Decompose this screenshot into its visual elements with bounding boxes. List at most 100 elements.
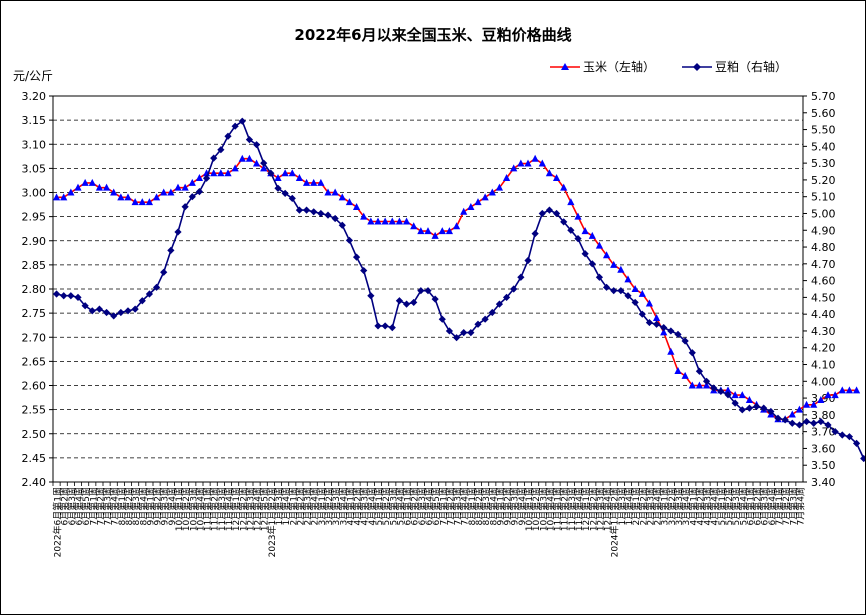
corn-data-point (324, 188, 332, 196)
x-tick-label: 12月第3周 (594, 487, 606, 531)
soymeal-data-point (767, 407, 775, 416)
x-tick-label: 9月第3周 (159, 487, 171, 525)
corn-data-point (795, 405, 804, 413)
soymeal-data-point (731, 399, 739, 407)
y-left-tick-label: 3.15 (22, 114, 47, 127)
corn-data-point (788, 410, 796, 418)
x-tick-label: 6月第3周 (66, 487, 78, 525)
soymeal-data-point (581, 250, 589, 258)
corn-data-point (667, 347, 675, 355)
corn-data-point (460, 207, 468, 215)
corn-data-point (838, 386, 846, 394)
soymeal-data-point (352, 253, 361, 261)
corn-data-point (524, 159, 532, 167)
y-left-tick-label: 2.85 (22, 259, 47, 272)
soymeal-data-point (588, 260, 596, 268)
corn-data-point (81, 178, 89, 186)
soymeal-data-point (845, 433, 854, 441)
soymeal-data-point (174, 228, 182, 236)
soymeal-data-point (574, 235, 582, 243)
corn-data-point (424, 227, 432, 235)
x-tick-label: 6月第3周 (759, 487, 771, 525)
corn-data-point (338, 193, 346, 201)
soymeal-data-point (488, 308, 496, 317)
corn-data-point (352, 202, 361, 210)
x-tick-label: 8月第4周 (137, 487, 149, 525)
soymeal-data-point (538, 209, 546, 218)
corn-data-point (410, 222, 418, 230)
x-tick-label: 2月第2周 (637, 487, 649, 525)
x-tick-label: 6月第2周 (752, 487, 764, 525)
soymeal-data-point (310, 208, 318, 216)
x-tick-label: 12月第2周 (587, 487, 599, 531)
x-tick-label: 1月第4周 (623, 487, 635, 525)
soymeal-data-point (702, 377, 711, 385)
x-tick-label: 12月第2周 (237, 487, 249, 531)
x-tick-label: 7月第2周 (94, 487, 106, 525)
corn-data-point (745, 395, 754, 403)
soymeal-data-point (238, 117, 246, 125)
soymeal-data-point (474, 320, 482, 328)
x-tick-label: 3月第1周 (659, 487, 671, 525)
corn-data-point (588, 231, 596, 239)
soymeal-data-point (81, 302, 89, 310)
soymeal-data-point (774, 414, 782, 422)
soymeal-data-point (502, 293, 511, 301)
soymeal-data-point (531, 230, 539, 238)
x-tick-label: 11月第3周 (216, 487, 228, 531)
corn-data-point (581, 227, 589, 235)
corn-data-point (52, 193, 61, 201)
corn-data-point (74, 183, 82, 191)
soymeal-data-point (638, 310, 646, 318)
soymeal-data-point (138, 297, 146, 305)
corn-data-point (624, 275, 632, 283)
series-layer (52, 117, 865, 463)
series-corn-line (56, 157, 857, 421)
x-tick-label: 7月第3周 (787, 487, 799, 525)
soymeal-data-point (624, 292, 632, 300)
y-left-ticks: 2.40 2.45 2.50 2.55 2.60 2.65 2.70 2.75 2.80 2.85… (22, 90, 53, 489)
x-tick-label: 4月第2周 (694, 487, 706, 525)
x-tick-label: 5月第3周 (387, 487, 399, 525)
x-tick-label: 11月第1周 (202, 487, 214, 531)
x-tick-label: 3月第3周 (330, 487, 342, 525)
soymeal-data-point (260, 159, 268, 167)
x-tick-label: 8月第3周 (480, 487, 492, 525)
soymeal-data-point (688, 349, 696, 357)
soymeal-data-point (467, 329, 475, 337)
x-tick-label: 6月第1周 (402, 487, 414, 525)
legend-soymeal-marker (693, 63, 701, 71)
y-left-tick-label: 3.20 (22, 90, 47, 103)
x-tick-label: 8月第1周 (466, 487, 478, 525)
y-right-tick-label: 4.40 (811, 308, 836, 321)
x-tick-label: 11月第2周 (559, 487, 571, 531)
legend: 玉米（左轴） 豆粕（右轴） (550, 59, 787, 74)
corn-data-point (110, 188, 118, 196)
soymeal-data-point (131, 305, 139, 313)
corn-data-point (238, 154, 246, 162)
soymeal-data-point (852, 439, 861, 447)
soymeal-data-point (252, 141, 261, 149)
soymeal-data-point (110, 312, 118, 320)
corn-data-point (845, 386, 854, 394)
soymeal-data-point (667, 327, 675, 335)
soymeal-data-point (217, 146, 225, 154)
corn-data-point (545, 169, 554, 177)
soymeal-data-point (517, 273, 525, 281)
x-tick-label: 6月第2周 (409, 487, 421, 525)
x-tick-label: 2月第1周 (630, 487, 642, 525)
corn-data-point (260, 164, 268, 172)
soymeal-data-point (710, 384, 718, 392)
x-tick-label: 4月第1周 (344, 487, 356, 525)
soymeal-data-point (424, 287, 432, 295)
soymeal-data-point (481, 315, 489, 323)
x-tick-label: 2023年1月第2周 (266, 487, 278, 557)
corn-data-point (310, 178, 318, 186)
y-right-tick-label: 5.00 (811, 207, 836, 220)
soymeal-data-point (495, 300, 504, 308)
soymeal-data-point (231, 122, 239, 130)
corn-data-point (688, 381, 696, 389)
soymeal-data-point (88, 307, 96, 315)
soymeal-data-point (445, 327, 454, 335)
x-tick-label: 11月第2周 (209, 487, 221, 531)
